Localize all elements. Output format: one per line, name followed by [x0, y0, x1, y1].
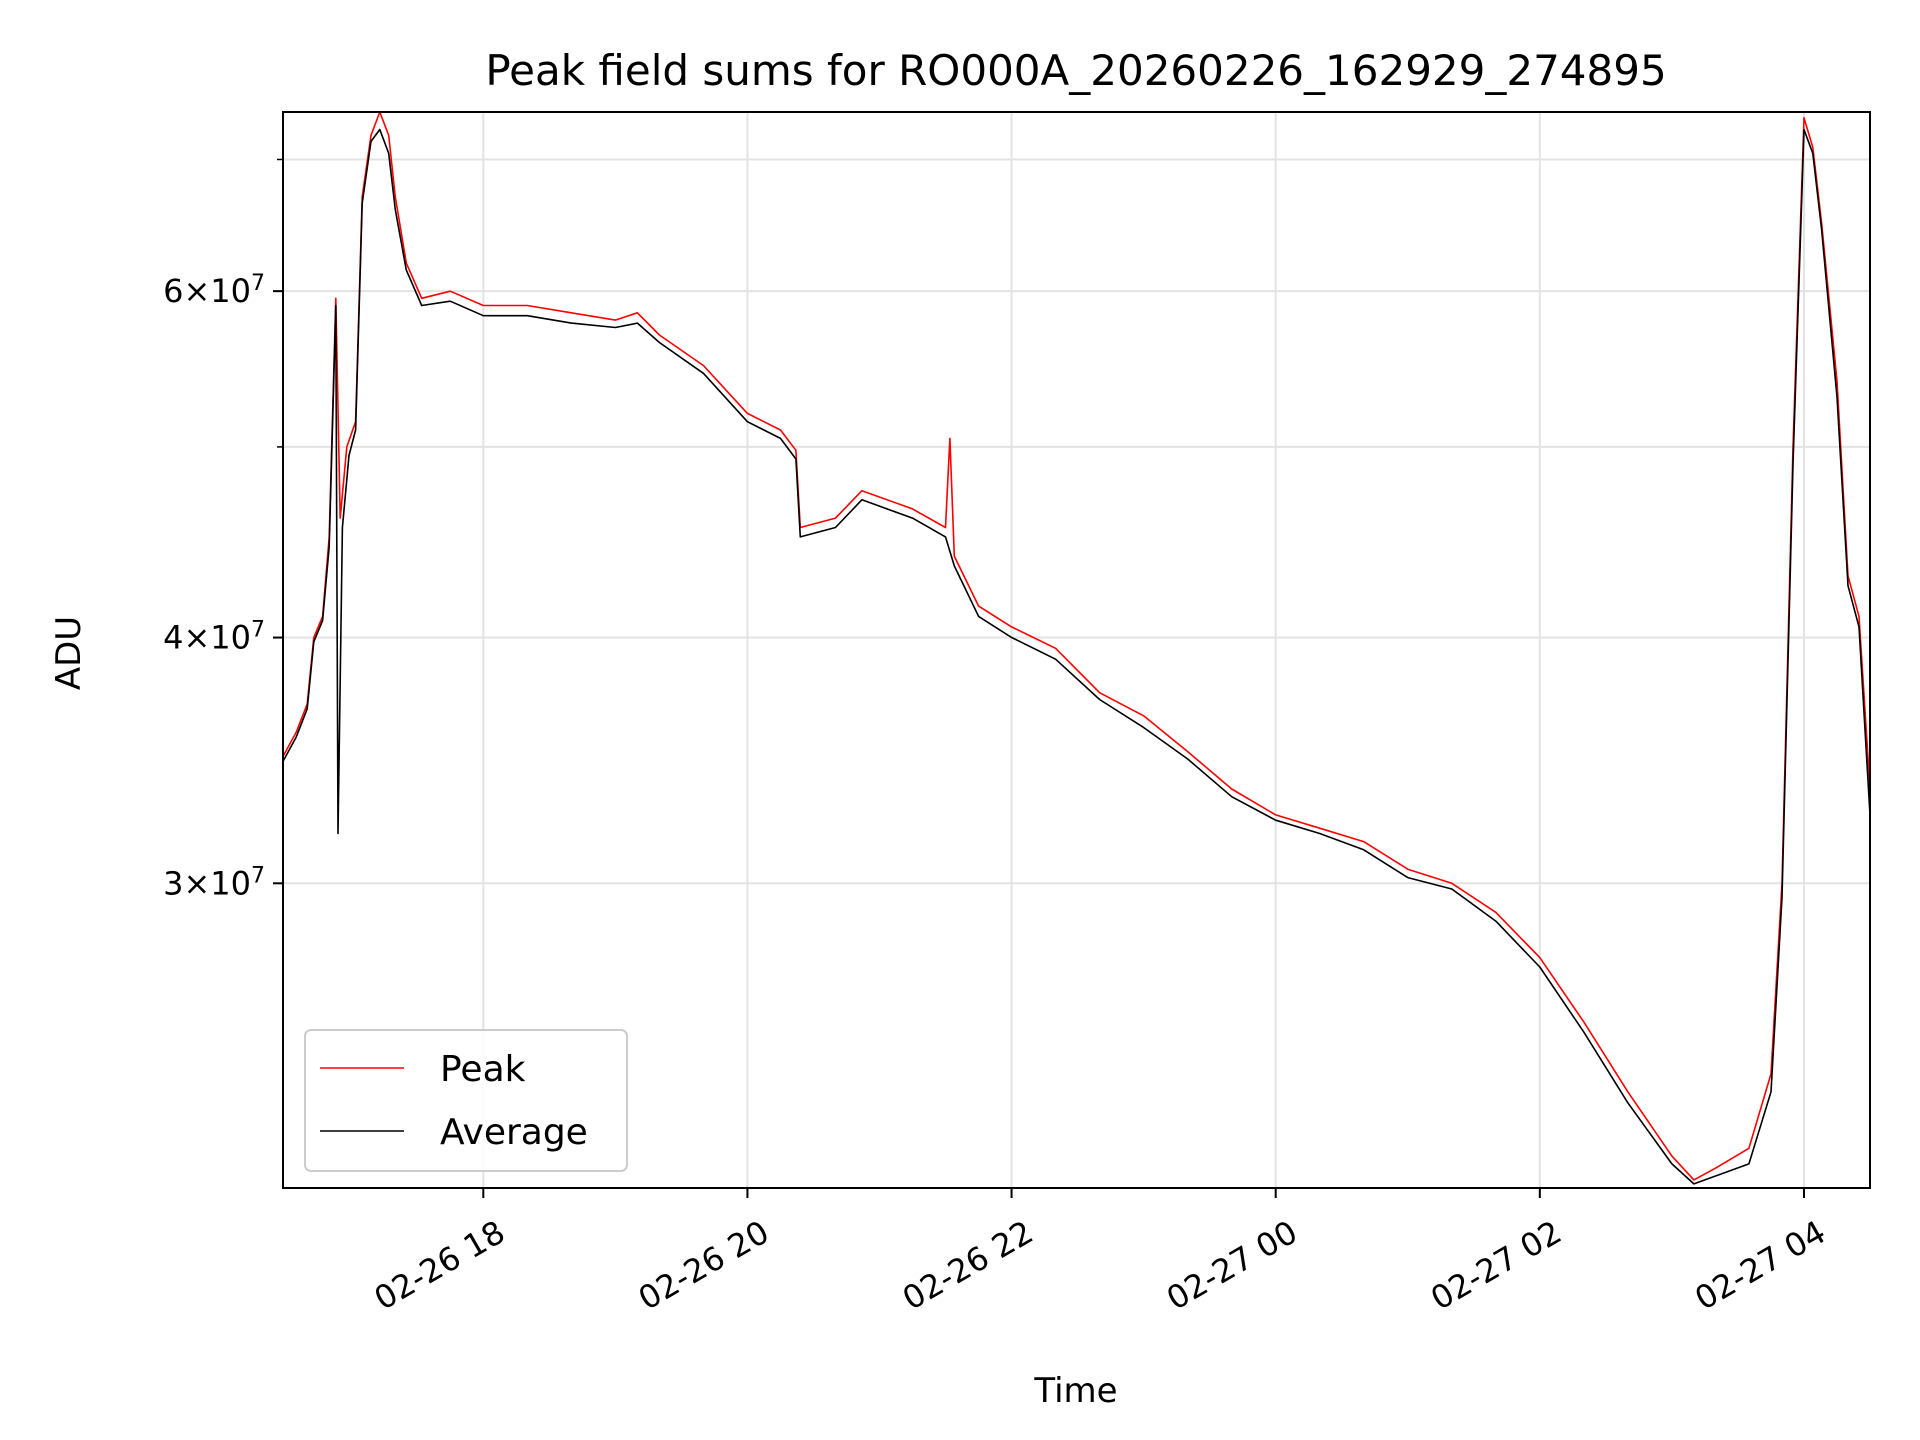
y-axis-title: ADU [49, 616, 89, 690]
grid-layer [283, 112, 1870, 1188]
legend-label-peak: Peak [440, 1049, 526, 1090]
y-tick-label: 6×107 [163, 271, 265, 311]
x-axis-title: Time [1033, 1371, 1117, 1411]
legend: Peak Average [304, 1029, 628, 1172]
legend-label-average: Average [440, 1112, 588, 1153]
y-tick-label: 4×107 [163, 617, 265, 657]
chart-title: Peak field sums for RO000A_20260226_1629… [485, 46, 1666, 95]
series-layer [282, 111, 1871, 1185]
y-tick-label: 3×107 [163, 863, 265, 903]
legend-box [304, 1029, 628, 1172]
series-line-average [282, 128, 1871, 1185]
plot-frame [282, 111, 1871, 1189]
series-line-peak [282, 111, 1871, 1181]
